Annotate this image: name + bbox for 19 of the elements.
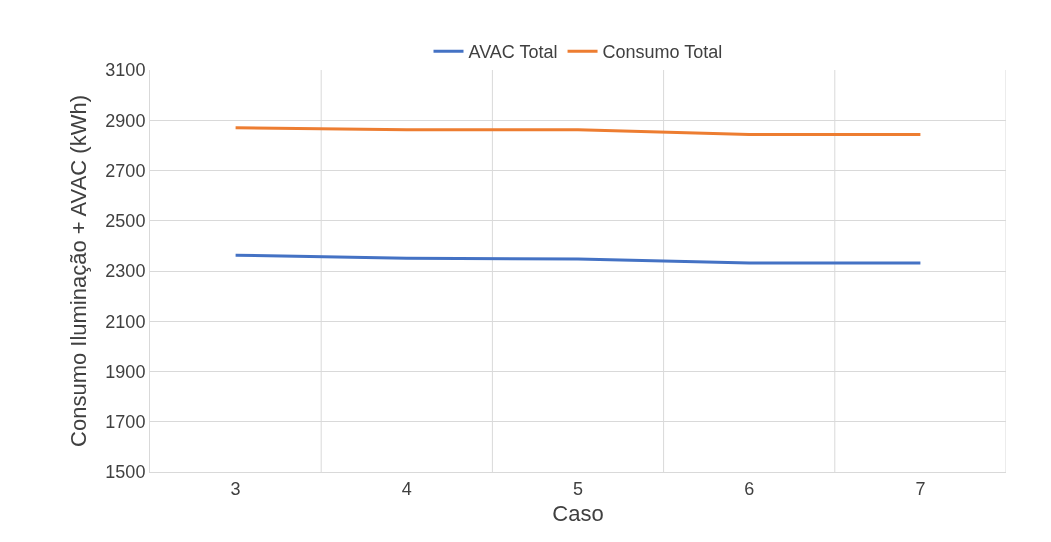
x-tick-label: 3	[230, 478, 241, 499]
y-tick-label: 2900	[105, 110, 146, 131]
x-tick-label: 7	[915, 478, 926, 499]
y-tick-label: 1900	[105, 361, 146, 382]
y-axis-title: Consumo Iluminação + AVAC (kWh)	[66, 95, 92, 447]
y-tick-label: 3100	[105, 60, 146, 81]
line-series	[234, 253, 922, 265]
x-tick-label: 4	[401, 478, 412, 499]
x-tick-label: 5	[572, 478, 584, 499]
legend-label: Consumo Total	[602, 42, 723, 63]
x-tick-label: 6	[744, 478, 755, 499]
y-tick-label: 1500	[105, 462, 146, 483]
legend-label: AVAC Total	[468, 42, 558, 63]
y-tick-label: 2500	[105, 211, 146, 232]
x-axis-title: Caso	[552, 501, 604, 527]
y-tick-label: 1700	[105, 412, 146, 433]
y-tick-label: 2100	[105, 311, 146, 332]
y-tick-label: 2700	[105, 160, 146, 181]
y-tick-label: 2300	[105, 261, 146, 282]
